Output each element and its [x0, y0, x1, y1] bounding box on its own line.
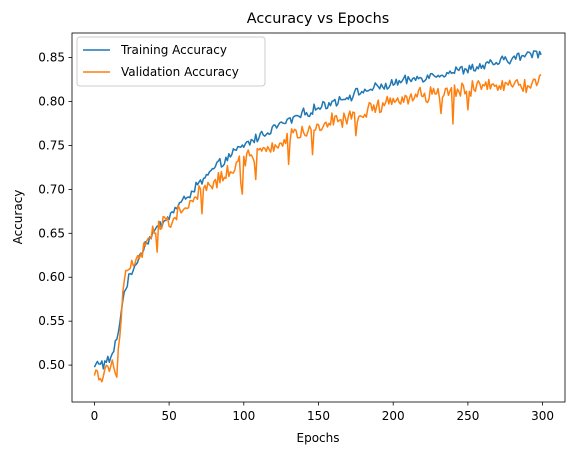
- x-tick-label: 50: [161, 409, 176, 423]
- y-axis-label: Accuracy: [11, 190, 25, 245]
- series-line-training: [93, 50, 542, 370]
- y-tick-label: 0.75: [38, 138, 65, 152]
- y-tick-label: 0.85: [38, 51, 65, 65]
- y-tick-label: 0.60: [38, 270, 65, 284]
- y-tick-label: 0.55: [38, 314, 65, 328]
- x-axis-label: Epochs: [297, 431, 340, 445]
- x-tick-label: 0: [91, 409, 99, 423]
- x-tick-label: 250: [456, 409, 479, 423]
- chart-title: Accuracy vs Epochs: [247, 11, 389, 27]
- legend-box: [76, 36, 266, 87]
- y-tick-label: 0.80: [38, 95, 65, 109]
- series-group: [93, 50, 542, 383]
- series-line-validation: [93, 73, 542, 383]
- x-tick-label: 100: [232, 409, 255, 423]
- legend-label-training: Training Accuracy: [120, 43, 227, 57]
- y-tick-label: 0.70: [38, 182, 65, 196]
- axes-background: [72, 33, 565, 402]
- x-tick-label: 200: [382, 409, 405, 423]
- y-tick-label: 0.65: [38, 226, 65, 240]
- plot-area: [71, 32, 566, 403]
- legend: Training Accuracy Validation Accuracy: [76, 36, 266, 87]
- x-tick-label: 150: [307, 409, 330, 423]
- legend-label-validation: Validation Accuracy: [121, 65, 239, 79]
- x-axis: 0 50 100 150 200 250 300: [91, 402, 554, 423]
- y-axis: 0.50 0.55 0.60 0.65 0.70 0.75 0.80 0.85: [38, 51, 72, 372]
- y-tick-label: 0.50: [38, 358, 65, 372]
- x-tick-label: 300: [531, 409, 554, 423]
